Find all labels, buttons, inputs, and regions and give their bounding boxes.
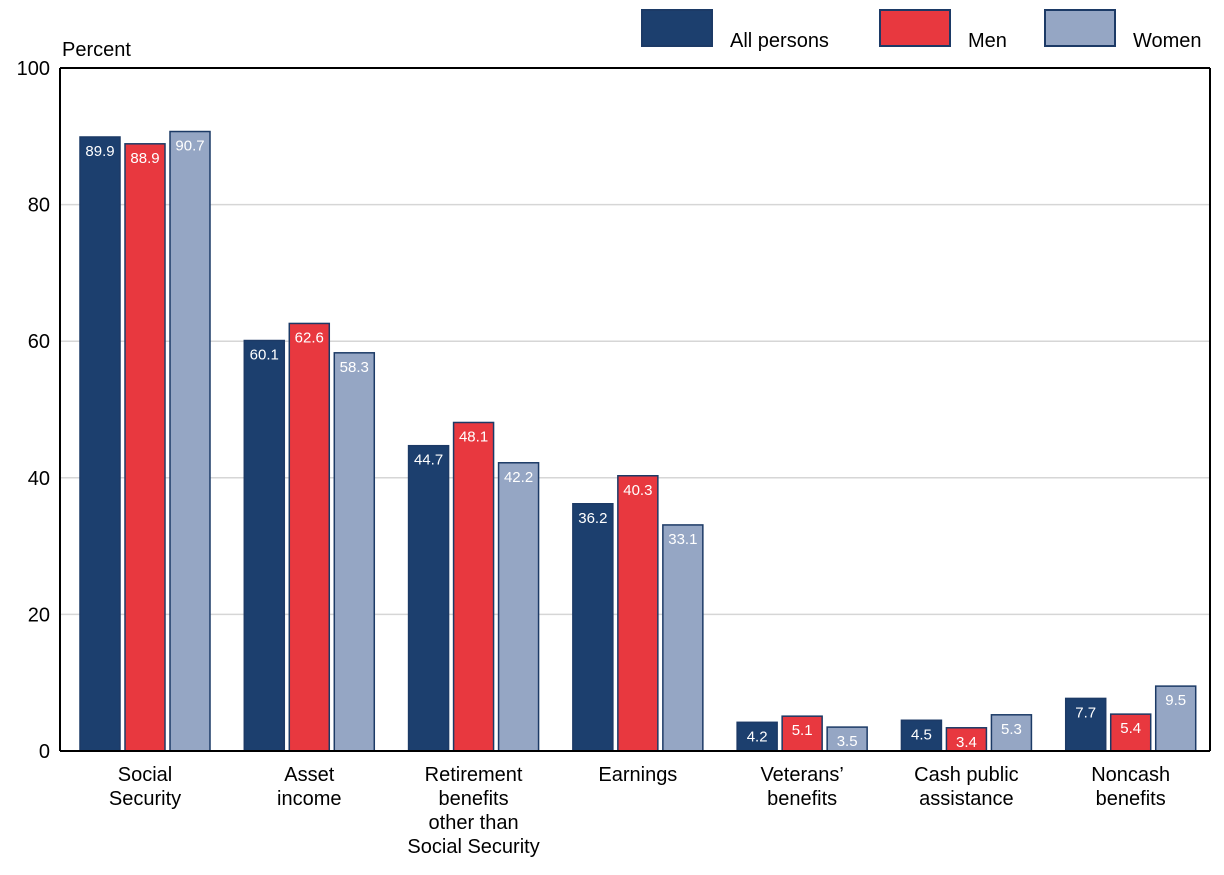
- x-tick-label: Veterans’ benefits: [760, 764, 843, 810]
- legend-swatch: [879, 9, 951, 47]
- bar-women: [1154, 685, 1197, 752]
- y-axis-label: Percent: [62, 39, 131, 61]
- legend-swatch: [1044, 9, 1116, 47]
- y-tick-label: 20: [28, 604, 50, 626]
- data-label: 90.7: [175, 138, 204, 155]
- data-label: 40.3: [623, 482, 652, 499]
- data-label: 4.2: [747, 728, 768, 745]
- legend-swatch: [641, 9, 713, 47]
- legend-label: Men: [968, 30, 1007, 52]
- data-label: 60.1: [250, 347, 279, 364]
- legend-label: All persons: [730, 30, 829, 52]
- data-label: 42.2: [504, 469, 533, 486]
- bar-women: [990, 714, 1033, 752]
- data-label: 3.5: [837, 733, 858, 750]
- x-tick-label: Cash public assistance: [914, 764, 1019, 810]
- x-tick-label: Earnings: [598, 764, 677, 786]
- data-label: 5.1: [792, 722, 813, 739]
- bar-women: [497, 462, 540, 752]
- bar-women: [662, 524, 704, 752]
- bar-men: [617, 475, 659, 752]
- bar-all-persons: [243, 339, 286, 752]
- data-label: 4.5: [911, 726, 932, 743]
- y-tick-label: 60: [28, 331, 50, 353]
- bar-women: [333, 352, 376, 752]
- x-tick-label: Asset income: [277, 764, 341, 810]
- bar-men: [452, 421, 495, 752]
- legend-label: Women: [1133, 30, 1202, 52]
- data-label: 88.9: [130, 150, 159, 167]
- bar-men: [124, 143, 166, 752]
- bar-women: [169, 130, 211, 752]
- bar-men: [1109, 713, 1152, 752]
- bar-all-persons: [79, 136, 121, 752]
- x-tick-label: Social Security: [109, 764, 181, 810]
- data-label: 5.3: [1001, 721, 1022, 738]
- data-label: 44.7: [414, 452, 443, 469]
- axes: 0 20 40 60 80 100 Social Security Asset income Ret…: [17, 58, 1211, 858]
- data-label: 48.1: [459, 428, 488, 445]
- y-tick-label: 0: [39, 741, 50, 763]
- data-label: 33.1: [668, 531, 697, 548]
- bar-all-persons: [407, 444, 450, 752]
- bar-all-persons: [736, 721, 778, 752]
- bars: [79, 130, 1197, 752]
- data-label: 5.4: [1120, 720, 1141, 737]
- y-tick-label: 80: [28, 195, 50, 217]
- data-label: 3.4: [956, 734, 977, 751]
- bar-all-persons: [1064, 697, 1107, 752]
- x-tick-label: Retirement benefits other than Social Secur…: [407, 764, 539, 858]
- data-label: 9.5: [1165, 692, 1186, 709]
- x-tick-label: Noncash benefits: [1091, 764, 1170, 810]
- data-label: 36.2: [578, 510, 607, 527]
- value-labels: 89.9 88.9 90.7 60.1 62.6 58.3 44.7 48.1 42.2 36.2…: [85, 138, 1186, 751]
- data-label: 7.7: [1075, 704, 1096, 721]
- y-tick-label: 40: [28, 468, 50, 490]
- y-tick-label: 100: [17, 58, 50, 80]
- bar-all-persons: [900, 719, 943, 752]
- data-label: 89.9: [85, 143, 114, 160]
- bar-all-persons: [572, 503, 614, 752]
- data-label: 62.6: [295, 329, 324, 346]
- data-label: 58.3: [340, 359, 369, 376]
- bar-men: [288, 322, 331, 752]
- legend: All persons Men Women: [641, 9, 1202, 52]
